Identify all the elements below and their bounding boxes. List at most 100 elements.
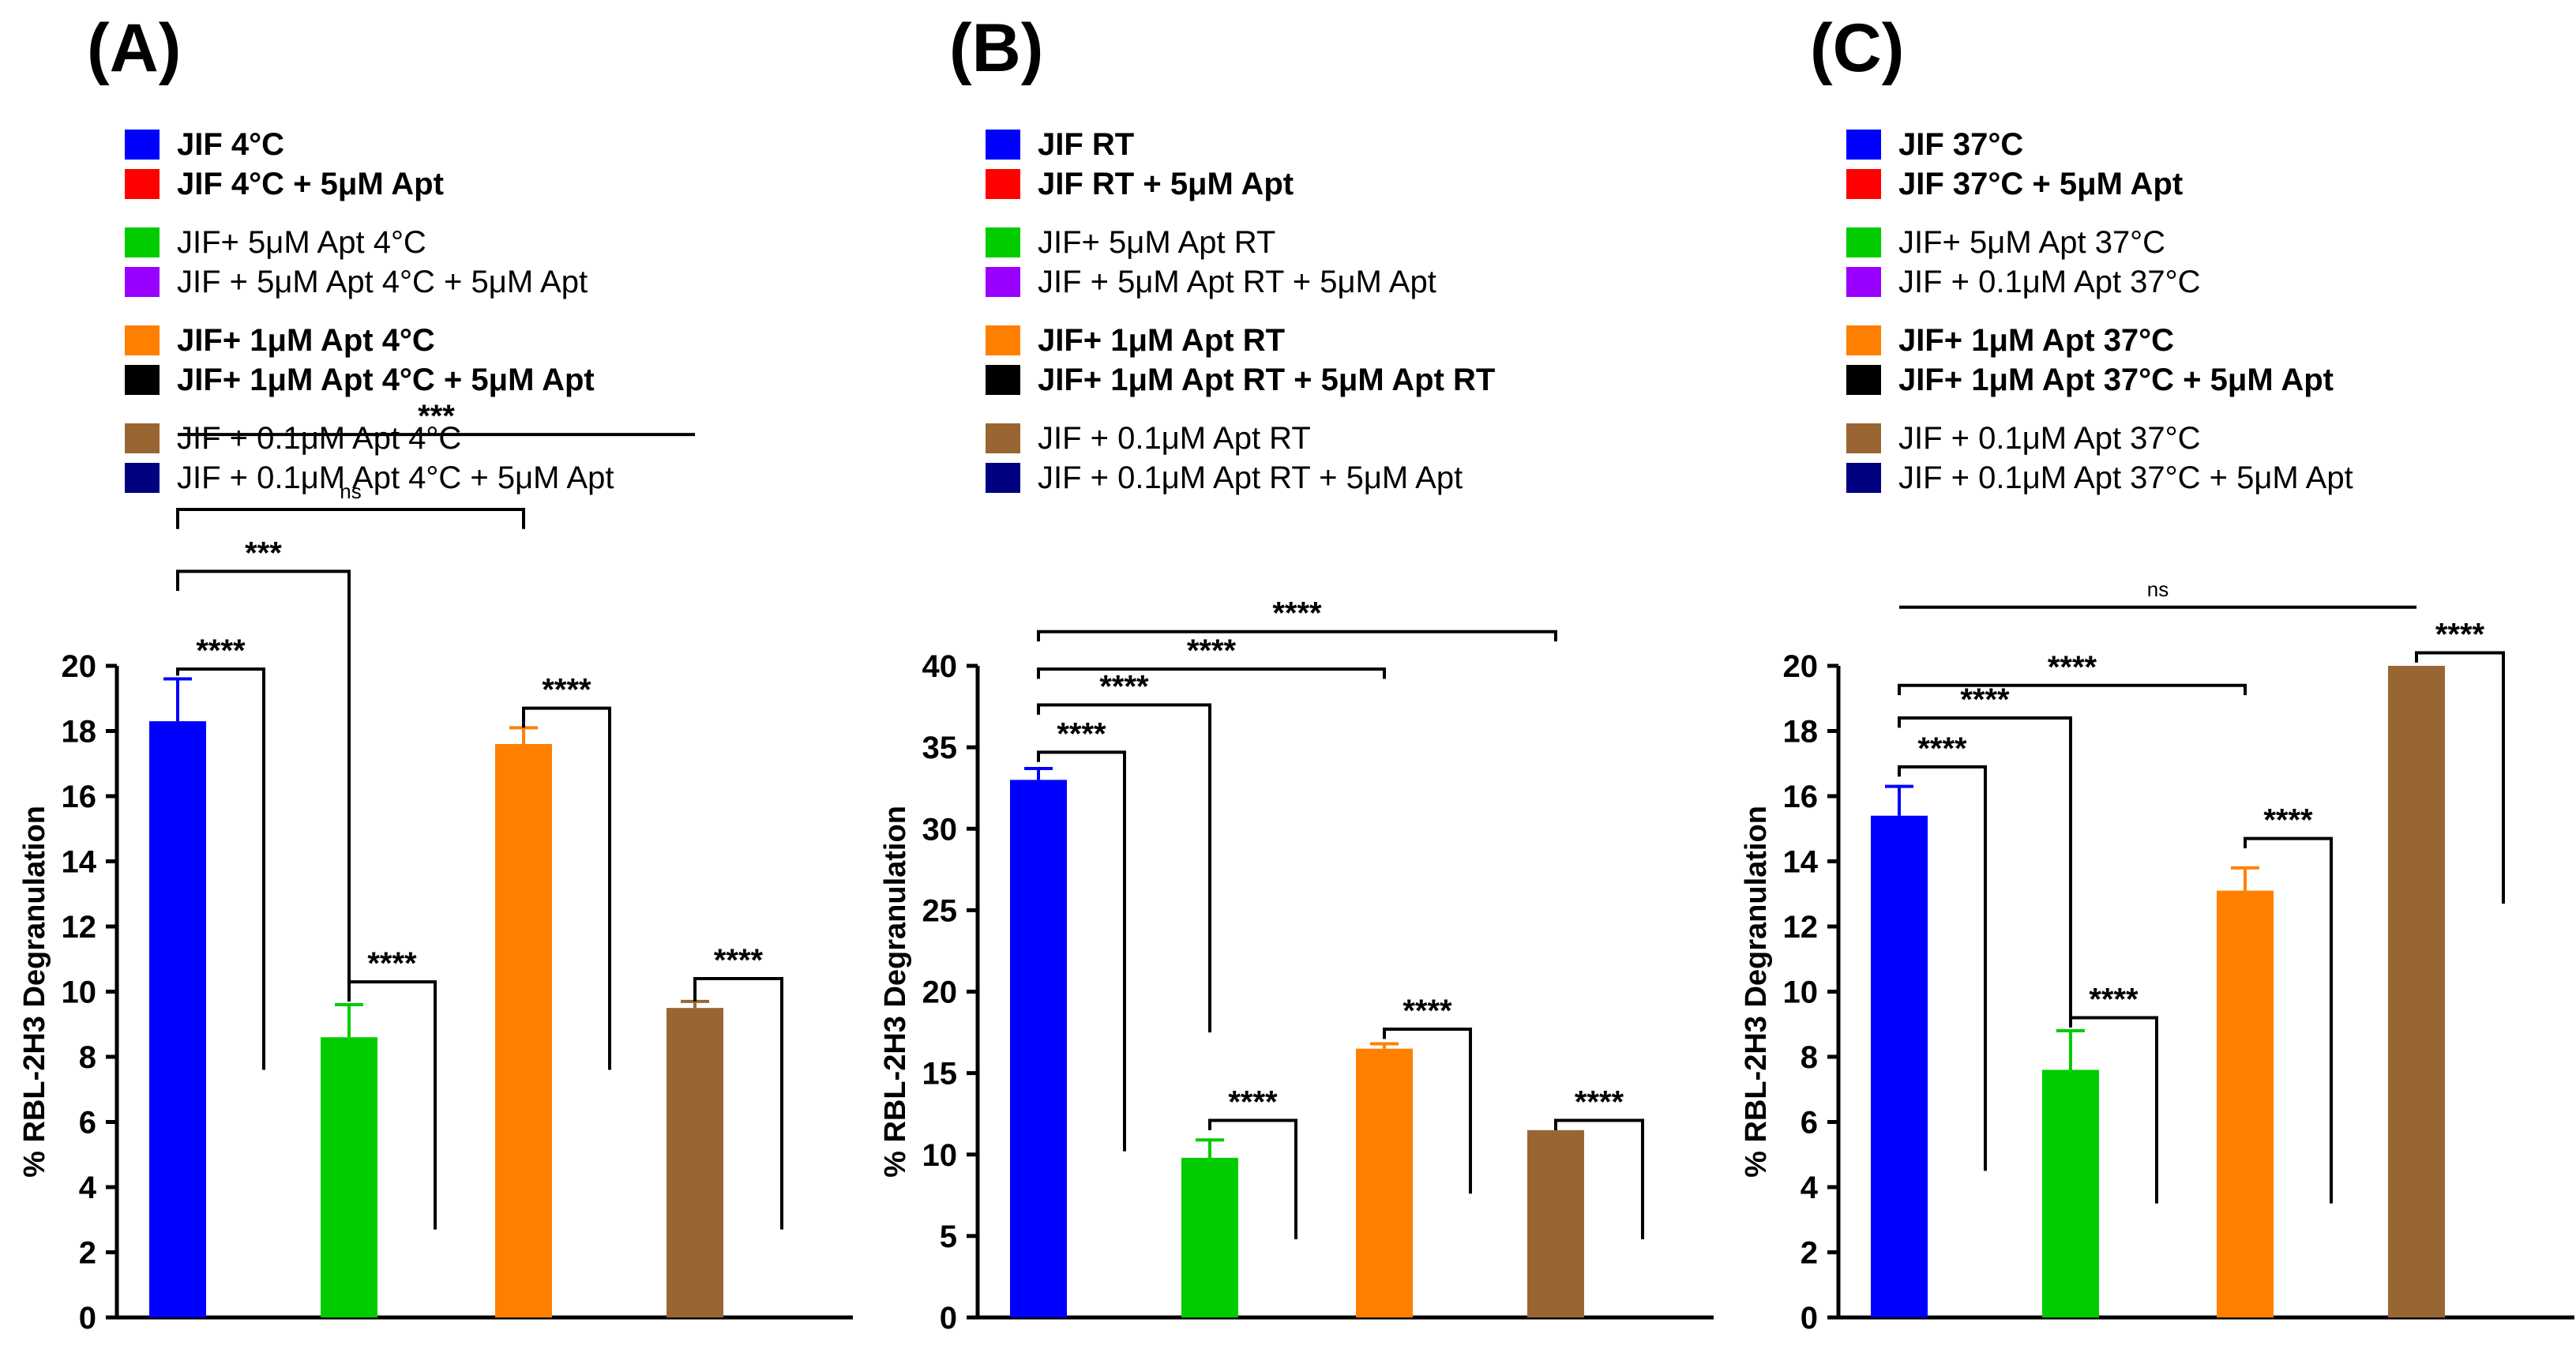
bracket-line (1898, 716, 2072, 1018)
significance-bracket: *** (178, 399, 695, 437)
legend-label: JIF+ 1μM Apt 37°C (1898, 323, 2175, 358)
significance-bracket: **** (1898, 682, 2072, 1018)
y-tick-label: 0 (940, 1301, 957, 1336)
bar (2217, 890, 2274, 1317)
bracket-line (1208, 1118, 1297, 1239)
bracket-line (693, 977, 783, 1230)
bracket-line (1037, 750, 1126, 1152)
y-tick-label: 0 (79, 1301, 96, 1336)
legend-swatch (986, 130, 1020, 160)
legend-label: JIF + 0.1μM Apt RT (1038, 421, 1311, 456)
y-tick-label: 0 (1801, 1301, 1818, 1336)
bar (1527, 1129, 1584, 1317)
legend-swatch (986, 325, 1020, 355)
y-tick-label: 35 (922, 731, 958, 765)
significance-bracket: **** (1208, 1084, 1297, 1239)
panel-b: (B) JIF RT JIF RT + 5μM Apt JIF+ 5μM Apt R… (861, 0, 1714, 1353)
legend-label: JIF 37°C (1898, 127, 2024, 162)
y-axis-label: % RBL-2H3 Degranulation (1740, 806, 1773, 1178)
legend-swatch (986, 227, 1020, 257)
significance-label: **** (367, 946, 417, 981)
significance-label: **** (542, 673, 591, 708)
bracket-line (2415, 651, 2505, 904)
significance-bracket: **** (693, 943, 783, 1230)
y-tick-label: 5 (940, 1220, 957, 1254)
bracket-line (1898, 765, 1987, 1171)
legend-label: JIF+ 1μM Apt RT (1038, 323, 1286, 358)
y-tick-label: 16 (62, 780, 97, 814)
significance-bracket: **** (2415, 618, 2505, 904)
legend-swatch (125, 365, 160, 395)
y-tick-label: 4 (1801, 1171, 1819, 1205)
y-tick-label: 10 (62, 975, 97, 1010)
bar (1181, 1157, 1238, 1317)
legend-swatch (1846, 169, 1881, 199)
y-tick-label: 10 (1783, 975, 1819, 1010)
bar-chart: 0 2 4 6 8 10 12 14 16 18 20 % RBL-2H3 Degranulation… (18, 399, 853, 1336)
legend-swatch (1846, 267, 1881, 297)
y-tick-label: 14 (62, 845, 97, 880)
bracket-line (1037, 667, 1386, 679)
bracket-line (176, 667, 265, 1070)
legend-swatch (986, 423, 1020, 453)
bar (1010, 780, 1067, 1317)
y-tick-label: 12 (62, 910, 97, 945)
significance-label: **** (1228, 1084, 1278, 1119)
y-axis-label: % RBL-2H3 Degranulation (18, 806, 51, 1178)
legend-label: JIF RT (1038, 127, 1135, 162)
significance-bracket: **** (1037, 596, 1557, 642)
y-axis-label: % RBL-2H3 Degranulation (879, 806, 912, 1178)
legend-swatch (986, 365, 1020, 395)
legend-swatch (125, 463, 160, 493)
legend-swatch (1846, 423, 1881, 453)
bar (321, 1037, 377, 1317)
legend-swatch (125, 227, 160, 257)
panel-a: (A) JIF 4°C JIF 4°C + 5μM Apt JIF+ 5μM Apt… (0, 0, 853, 1353)
legend-swatch (125, 325, 160, 355)
significance-label: ns (2147, 577, 2169, 601)
significance-label: **** (1057, 716, 1106, 751)
y-tick-label: 18 (1783, 715, 1819, 750)
y-tick-label: 14 (1783, 845, 1819, 880)
significance-label: **** (196, 633, 246, 668)
legend-label: JIF + 0.1μM Apt 37°C + 5μM Apt (1898, 460, 2353, 495)
legend-swatch (125, 130, 160, 160)
y-tick-label: 6 (79, 1106, 96, 1141)
significance-label: *** (245, 536, 282, 570)
y-tick-label: 20 (62, 649, 97, 684)
bracket-line (1898, 683, 2247, 696)
bracket-line (1383, 1027, 1472, 1194)
legend-label: JIF + 5μM Apt 4°C + 5μM Apt (177, 265, 588, 299)
bar (2388, 666, 2445, 1317)
significance-bracket: ns (1899, 577, 2416, 609)
legend-swatch (1846, 365, 1881, 395)
legend-label: JIF + 0.1μM Apt 37°C (1898, 265, 2201, 299)
significance-bracket: **** (1037, 716, 1126, 1152)
legend-label: JIF 4°C (177, 127, 285, 162)
legend-label: JIF+ 1μM Apt 4°C + 5μM Apt (177, 363, 595, 397)
legend-swatch (125, 169, 160, 199)
bracket-line (2069, 1016, 2158, 1204)
significance-label: *** (418, 399, 455, 434)
legend-swatch (1846, 463, 1881, 493)
legend-label: JIF + 0.1μM Apt 4°C (177, 421, 462, 456)
y-tick-label: 8 (1801, 1040, 1818, 1075)
significance-bracket: **** (2069, 983, 2158, 1204)
bracket-line (522, 706, 611, 1070)
legend-swatch (986, 169, 1020, 199)
y-tick-label: 4 (79, 1171, 97, 1205)
significance-bracket: **** (1037, 670, 1211, 1033)
legend-label: JIF+ 5μM Apt RT (1038, 225, 1276, 260)
significance-label: **** (1272, 596, 1322, 631)
y-tick-label: 2 (1801, 1236, 1818, 1271)
y-tick-label: 20 (1783, 649, 1819, 684)
significance-label: **** (2048, 650, 2097, 685)
legend-label: JIF + 0.1μM Apt 4°C + 5μM Apt (177, 460, 614, 495)
legend-label: JIF + 0.1μM Apt RT + 5μM Apt (1038, 460, 1463, 495)
y-tick-label: 30 (922, 812, 958, 847)
significance-bracket: **** (1037, 633, 1386, 679)
panel-label: (C) (1810, 10, 1905, 86)
significance-label: **** (1960, 682, 2010, 717)
panel-label: (A) (87, 10, 182, 86)
panel-label: (B) (949, 10, 1044, 86)
